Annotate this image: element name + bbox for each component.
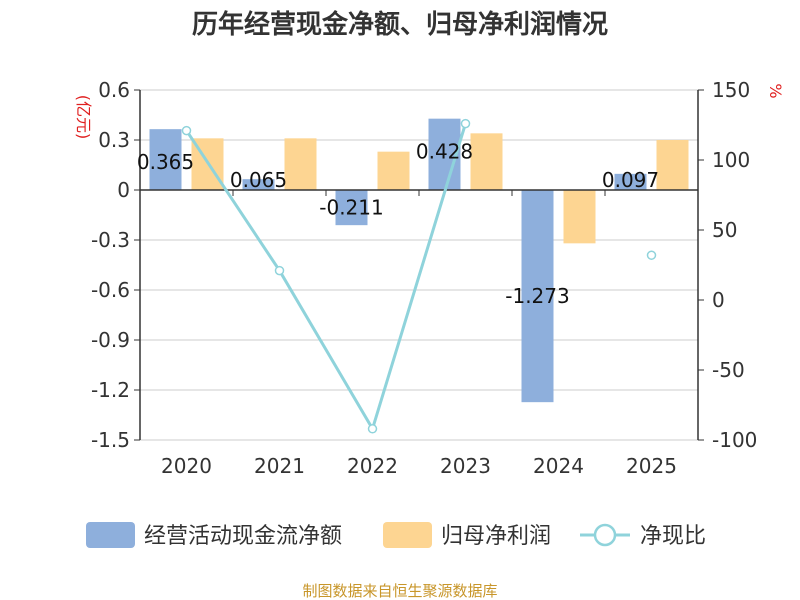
left-tick-label-0: 0.6 (98, 78, 130, 102)
cash-flow-bar-2024 (521, 190, 554, 403)
left-tick-label-5: -0.9 (91, 328, 130, 352)
data-labels: 0.365 0.065 -0.211 0.428 -1.273 0.097 (137, 140, 659, 308)
chart-title: 历年经营现金净额、归母净利润情况 (192, 9, 608, 40)
right-tick-label-1: 100 (712, 148, 750, 172)
right-tick-label-4: -50 (712, 358, 745, 382)
cash-flow-label-2025: 0.097 (602, 168, 659, 192)
x-axis: 2020 2021 2022 2023 2024 2025 (161, 454, 677, 478)
ratio-point-2025 (646, 250, 657, 260)
x-tick-label-2024: 2024 (533, 454, 584, 478)
ratio-polyline (185, 123, 467, 433)
net-profit-bar-2023 (470, 133, 503, 190)
x-tick-label-2021: 2021 (254, 454, 305, 478)
legend-swatch-ratio-marker (593, 523, 617, 547)
net-profit-bar-2025 (656, 140, 689, 190)
legend: 经营活动现金流净额 归母净利润 净现比 (86, 522, 706, 549)
cash-flow-bar-2020 (149, 129, 182, 190)
ratio-point-2021 (274, 265, 285, 276)
x-tick-label-2022: 2022 (347, 454, 398, 478)
left-tick-label-6: -1.2 (91, 378, 130, 402)
cash-flow-label-2024: -1.273 (505, 284, 569, 308)
left-unit-label: (亿元) (74, 95, 93, 140)
right-unit-label: % (766, 83, 785, 98)
cash-flow-label-2020: 0.365 (137, 150, 194, 174)
right-tick-label-0: 150 (712, 78, 750, 102)
cash-flow-label-2022: -0.211 (319, 196, 383, 220)
ratio-point-2020 (181, 125, 192, 136)
left-tick-label-7: -1.5 (91, 428, 130, 452)
cash-flow-bars (149, 118, 647, 403)
x-tick-label-2023: 2023 (440, 454, 491, 478)
net-profit-bars (191, 133, 689, 244)
cash-flow-bar-2022 (335, 190, 368, 226)
right-tick-label-5: -100 (712, 428, 757, 452)
net-profit-bar-2024 (563, 190, 596, 244)
right-tick-label-3: 0 (712, 288, 725, 312)
source-note: 制图数据来自恒生聚源数据库 (302, 582, 497, 600)
x-tick-label-2020: 2020 (161, 454, 212, 478)
net-profit-bar-2022 (377, 151, 410, 190)
cash-flow-label-2023: 0.428 (416, 140, 473, 164)
legend-label-ratio: 净现比 (640, 524, 706, 549)
right-tick-label-2: 50 (712, 218, 737, 242)
legend-label-net-profit: 归母净利润 (441, 524, 551, 549)
ratio-point-2023 (460, 118, 471, 129)
legend-swatch-cash-flow (86, 522, 135, 548)
left-tick-label-4: -0.6 (91, 278, 130, 302)
net-profit-bar-2021 (284, 138, 317, 190)
cash-flow-label-2021: 0.065 (230, 168, 287, 192)
left-tick-label-1: 0.3 (98, 128, 130, 152)
ratio-line (181, 118, 657, 434)
cash-flow-bar-2025 (614, 173, 647, 190)
cash-flow-bar-2021 (242, 179, 275, 190)
x-tick-label-2025: 2025 (626, 454, 677, 478)
legend-swatch-net-profit (383, 522, 432, 548)
left-tick-label-2: 0 (117, 178, 130, 202)
zero-line (140, 189, 698, 196)
left-axis: 0.6 0.3 0 -0.3 -0.6 -0.9 -1.2 -1.5 (91, 78, 141, 452)
right-axis: 150 100 50 0 -50 -100 (697, 78, 757, 452)
ratio-point-2022 (367, 424, 378, 434)
left-tick-label-3: -0.3 (91, 228, 130, 252)
legend-label-cash-flow: 经营活动现金流净额 (144, 524, 342, 549)
